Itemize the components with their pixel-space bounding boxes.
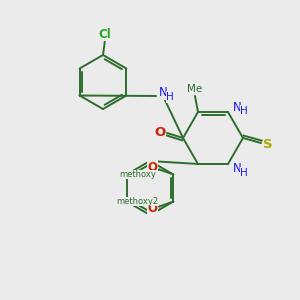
Text: N: N (232, 163, 242, 176)
Text: Me: Me (188, 84, 202, 94)
Text: methoxy2: methoxy2 (116, 197, 158, 206)
Text: N: N (232, 100, 242, 113)
Text: S: S (263, 137, 273, 151)
Text: O: O (147, 161, 158, 174)
Text: H: H (240, 106, 248, 116)
Text: O: O (147, 202, 158, 215)
Text: O: O (154, 125, 166, 139)
Text: methoxy: methoxy (119, 170, 156, 179)
Text: H: H (240, 168, 248, 178)
Text: N: N (159, 86, 167, 100)
Text: H: H (166, 92, 174, 102)
Text: Cl: Cl (99, 28, 111, 40)
